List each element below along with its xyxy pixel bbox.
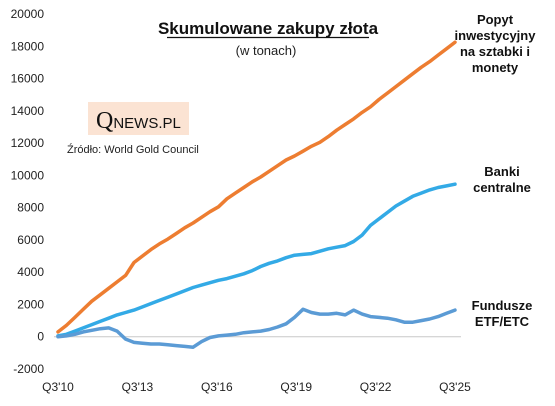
y-tick-label: 10000 [11,168,45,182]
x-tick-label: Q3'22 [360,380,392,394]
y-tick-label: -2000 [13,362,44,376]
y-tick-label: 20000 [11,7,45,21]
series-label-3: Fundusze [472,298,533,313]
y-tick-label: 8000 [17,201,44,215]
series-label-1: monety [472,60,519,75]
chart-title: Skumulowane zakupy złota [158,19,379,38]
x-tick-label: Q3'19 [280,380,312,394]
x-axis-ticks: Q3'10 Q3'13 Q3'16 Q3'19 Q3'22 Q3'25 [42,380,471,394]
y-tick-label: 12000 [11,136,45,150]
logo-text: NEWS.PL [113,115,181,132]
series-line-2 [56,182,457,338]
y-axis-ticks: -2000 0 2000 4000 6000 8000 10000 12000 14000 160… [11,7,45,376]
y-tick-label: 16000 [11,72,45,86]
chart-subtitle: (w tonach) [236,43,297,58]
series-label-2: Banki [484,164,519,179]
series-label-2: centralne [473,180,531,195]
series-label-3: ETF/ETC [475,314,530,329]
logo-q: Q [96,108,113,134]
y-tick-label: 14000 [11,104,45,118]
series-label-1: na sztabki i [460,44,530,59]
y-tick-label: 0 [37,330,44,344]
y-tick-label: 18000 [11,39,45,53]
series-line-1 [56,40,457,334]
logo-background [88,102,189,135]
y-tick-label: 6000 [17,233,44,247]
x-tick-label: Q3'13 [122,380,154,394]
qnews-logo: QNEWS.PL [88,102,189,135]
x-tick-label: Q3'16 [201,380,233,394]
series-lines [56,40,457,349]
y-tick-label: 4000 [17,265,44,279]
series-line-3 [56,307,457,349]
x-tick-label: Q3'10 [42,380,74,394]
source-note: Źródło: World Gold Council [67,143,199,156]
svg-text:QNEWS.PL: QNEWS.PL [96,108,181,134]
y-tick-label: 2000 [17,297,44,311]
series-label-1: Popyt [477,12,514,27]
x-tick-label: Q3'25 [439,380,471,394]
series-label-1: inwestycyjny [455,28,537,43]
